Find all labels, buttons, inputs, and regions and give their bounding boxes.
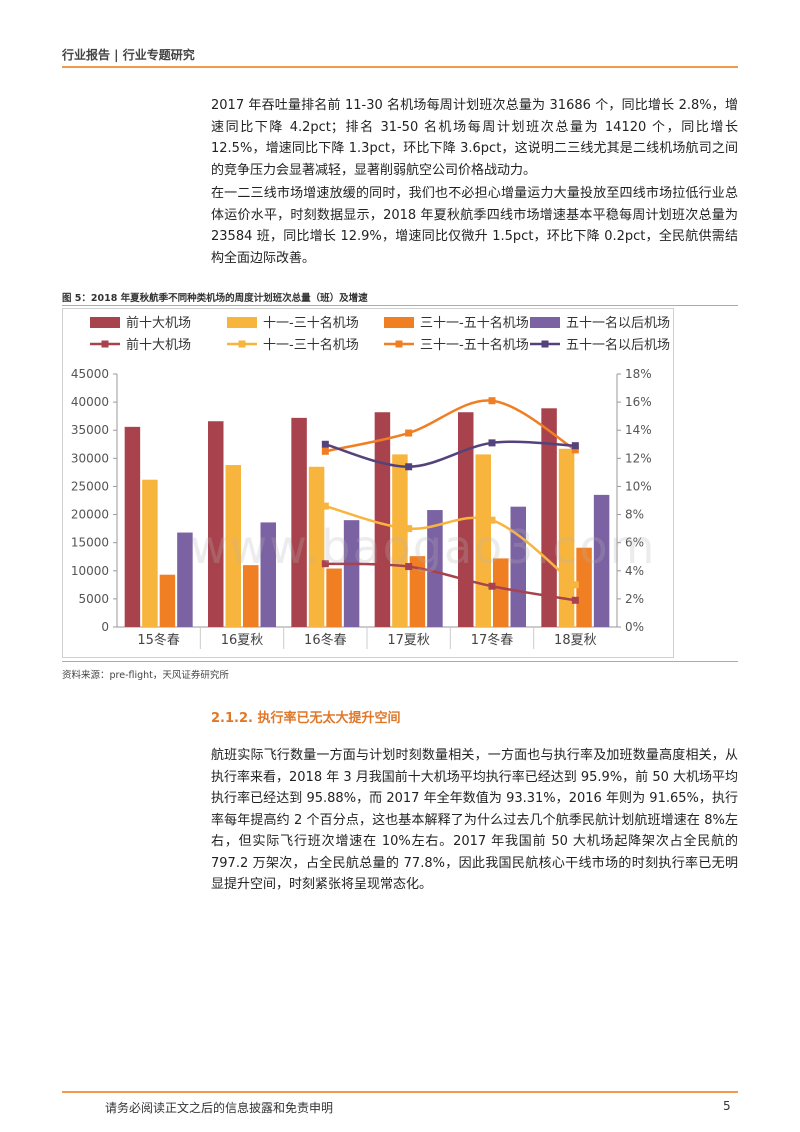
bar: [243, 565, 259, 627]
line-point: [488, 516, 496, 524]
line-point: [488, 397, 496, 405]
x-tick-label: 18夏秋: [554, 633, 597, 648]
line-point: [571, 581, 579, 589]
bar: [308, 466, 325, 627]
y-tick-label: 45000: [71, 367, 109, 381]
bar: [291, 417, 307, 627]
line-point: [321, 447, 329, 455]
y-tick-label: 40000: [71, 395, 109, 409]
legend-label: 十一-三十名机场: [263, 337, 359, 353]
y2-tick-label: 0%: [625, 620, 644, 634]
figure-source: 资料来源：pre-flight，天风证券研究所: [62, 670, 229, 681]
bar: [208, 421, 224, 627]
figure-top-divider: [62, 305, 738, 306]
page-number: 5: [723, 1099, 731, 1113]
footer-divider: [62, 1091, 738, 1093]
bar: [593, 494, 610, 627]
y2-tick-label: 12%: [625, 451, 652, 465]
bar: [541, 408, 557, 627]
report-header: 行业报告 | 行业专题研究: [62, 48, 195, 62]
paragraph-3: 航班实际飞行数量一方面与计划时刻数量相关，一方面也与执行率及加班数量高度相关，从…: [211, 748, 738, 892]
legend-swatch-bar: [384, 317, 414, 328]
legend-swatch-bar: [90, 317, 120, 328]
series-line: [325, 399, 576, 453]
line-point: [321, 440, 329, 448]
x-tick-label: 16夏秋: [221, 633, 264, 648]
y-tick-label: 35000: [71, 423, 109, 437]
figure-bottom-divider: [62, 661, 738, 662]
line-point: [571, 446, 579, 454]
y-tick-label: 10000: [71, 564, 109, 578]
bar: [326, 568, 342, 627]
series-line: [325, 504, 577, 586]
line-point: [571, 596, 579, 604]
y2-tick-label: 8%: [625, 508, 644, 522]
legend-label: 三十一-五十名机场: [420, 337, 529, 353]
y2-tick-label: 2%: [625, 592, 644, 606]
series-line: [325, 562, 576, 602]
legend-swatch-marker: [238, 340, 246, 348]
bar: [409, 556, 426, 627]
y-tick-label: 15000: [71, 536, 109, 550]
legend-swatch-bar: [227, 317, 257, 328]
y-tick-label: 20000: [71, 508, 109, 522]
legend-swatch-marker: [395, 340, 403, 348]
y2-tick-label: 6%: [625, 536, 644, 550]
x-tick-label: 16冬春: [304, 632, 347, 648]
line-point: [321, 502, 329, 510]
y2-tick-label: 18%: [625, 367, 652, 381]
y-tick-label: 30000: [71, 451, 109, 465]
footer-disclaimer: 请务必阅读正文之后的信息披露和免责申明: [105, 1101, 334, 1115]
bar: [124, 426, 141, 627]
bar: [576, 547, 592, 627]
legend-swatch-bar: [530, 317, 560, 328]
paragraph-1: 2017 年吞吐量排名前 11-30 名机场每周计划班次总量为 31686 个，…: [211, 98, 738, 178]
x-tick-label: 17冬春: [471, 632, 514, 648]
x-tick-label: 17夏秋: [387, 633, 430, 648]
line-point: [321, 560, 329, 568]
watermark: www.baogao3.com: [190, 520, 657, 574]
airport-flights-chart: 0 5000 10000 15000 20000 25000 30000 35000 40000…: [62, 308, 674, 658]
paragraph-2: 在一二三线市场增速放缓的同时，我们也不必担心增量运力大量投放至四线市场拉低行业总…: [211, 186, 738, 266]
y-tick-label: 5000: [78, 592, 109, 606]
legend-label: 前十大机场: [126, 315, 191, 331]
bar: [260, 522, 276, 627]
y2-tick-label: 14%: [625, 423, 652, 437]
bar: [493, 558, 509, 627]
legend-label: 三十一-五十名机场: [420, 315, 529, 331]
bar: [177, 532, 193, 627]
line-point: [571, 442, 579, 450]
line-point: [405, 463, 413, 471]
figure-title: 图 5：2018 年夏秋航季不同种类机场的周度计划班次总量（班）及增速: [62, 293, 368, 304]
line-point: [405, 563, 413, 571]
line-point: [488, 582, 496, 590]
line-point: [405, 525, 413, 533]
line-point: [405, 429, 413, 437]
bar: [225, 465, 241, 627]
y2-tick-label: 16%: [625, 395, 652, 409]
legend-swatch-marker: [101, 340, 109, 348]
header-divider: [62, 66, 738, 68]
bar: [392, 454, 408, 627]
y-tick-label: 25000: [71, 479, 109, 493]
bar: [374, 412, 391, 627]
series-line: [325, 440, 576, 469]
y2-tick-label: 10%: [625, 479, 652, 493]
legend-label: 五十一名以后机场: [566, 337, 670, 353]
legend-swatch-marker: [541, 340, 549, 348]
bar: [142, 479, 158, 627]
legend-label: 五十一名以后机场: [566, 315, 670, 331]
line-point: [488, 439, 496, 447]
section-heading: 2.1.2. 执行率已无太大提升空间: [211, 711, 401, 726]
y2-tick-label: 4%: [625, 564, 644, 578]
bar: [427, 510, 443, 627]
legend-label: 前十大机场: [126, 337, 191, 353]
legend-label: 十一-三十名机场: [263, 315, 359, 331]
bar: [343, 520, 360, 627]
bar: [159, 574, 176, 627]
x-tick-label: 15冬春: [137, 632, 180, 648]
y-tick-label: 0: [101, 620, 109, 634]
bar: [558, 448, 575, 627]
